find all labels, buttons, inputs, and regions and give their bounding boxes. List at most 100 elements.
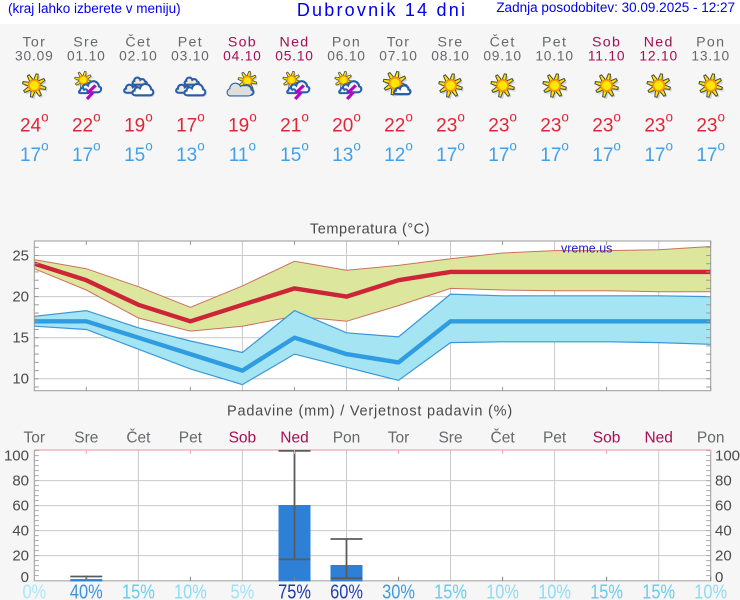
svg-text:Ned: Ned — [280, 35, 310, 51]
svg-text:23o: 23o — [488, 109, 517, 136]
svg-text:06.10: 06.10 — [327, 48, 366, 63]
svg-text:Pon: Pon — [696, 35, 725, 51]
svg-text:Pon: Pon — [697, 430, 725, 447]
svg-text:15%: 15% — [434, 582, 467, 600]
svg-text:15%: 15% — [642, 582, 675, 600]
svg-text:Pet: Pet — [542, 35, 567, 51]
svg-text:15o: 15o — [124, 139, 153, 166]
svg-text:05.10: 05.10 — [275, 48, 314, 63]
svg-text:10%: 10% — [486, 582, 519, 600]
svg-text:17o: 17o — [72, 139, 101, 166]
svg-text:Sre: Sre — [438, 35, 464, 51]
svg-text:13o: 13o — [176, 139, 205, 166]
svg-text:19o: 19o — [124, 109, 153, 136]
svg-text:Pet: Pet — [179, 430, 203, 447]
svg-text:10%: 10% — [538, 582, 571, 600]
svg-text:Pet: Pet — [543, 430, 567, 447]
svg-text:17o: 17o — [696, 139, 725, 166]
svg-text:Sob: Sob — [228, 35, 257, 51]
svg-text:17o: 17o — [644, 139, 673, 166]
svg-text:Tor: Tor — [22, 35, 46, 51]
svg-text:02.10: 02.10 — [119, 48, 158, 63]
svg-text:Pet: Pet — [178, 35, 203, 51]
svg-text:Pon: Pon — [332, 35, 361, 51]
svg-text:23o: 23o — [540, 109, 569, 136]
svg-text:17o: 17o — [592, 139, 621, 166]
svg-text:40: 40 — [12, 523, 29, 540]
svg-text:03.10: 03.10 — [171, 48, 210, 63]
svg-text:19o: 19o — [228, 109, 257, 136]
svg-text:0: 0 — [21, 569, 29, 586]
svg-text:11o: 11o — [229, 139, 256, 166]
svg-text:30.09: 30.09 — [15, 48, 54, 63]
svg-text:Padavine (mm) / Verjetnost pad: Padavine (mm) / Verjetnost padavin (%) — [227, 404, 513, 420]
svg-text:15o: 15o — [280, 139, 309, 166]
svg-text:Čet: Čet — [126, 430, 151, 447]
svg-text:20o: 20o — [332, 109, 361, 136]
svg-text:Tor: Tor — [24, 430, 46, 447]
svg-text:Tor: Tor — [388, 430, 410, 447]
svg-text:75%: 75% — [278, 582, 311, 600]
svg-text:17o: 17o — [488, 139, 517, 166]
svg-text:vreme.us: vreme.us — [561, 242, 612, 256]
svg-text:12o: 12o — [384, 139, 413, 166]
svg-text:17o: 17o — [436, 139, 465, 166]
svg-text:22o: 22o — [384, 109, 413, 136]
svg-text:5%: 5% — [231, 582, 255, 600]
svg-text:04.10: 04.10 — [223, 48, 262, 63]
svg-text:Čet: Čet — [491, 430, 516, 447]
svg-text:11.10: 11.10 — [588, 48, 626, 63]
svg-text:15: 15 — [12, 330, 29, 347]
svg-text:Čet: Čet — [125, 34, 151, 51]
svg-text:Tor: Tor — [387, 35, 411, 51]
svg-text:23o: 23o — [436, 109, 465, 136]
svg-text:10.10: 10.10 — [535, 48, 574, 63]
svg-text:30%: 30% — [382, 582, 415, 600]
svg-text:10%: 10% — [694, 582, 727, 600]
svg-text:17o: 17o — [540, 139, 569, 166]
svg-text:60: 60 — [12, 498, 29, 515]
svg-text:Sre: Sre — [74, 430, 98, 447]
svg-text:07.10: 07.10 — [379, 48, 418, 63]
svg-text:23o: 23o — [592, 109, 621, 136]
svg-text:40: 40 — [715, 523, 732, 540]
svg-text:24o: 24o — [20, 109, 49, 136]
svg-text:10%: 10% — [174, 582, 207, 600]
svg-text:21o: 21o — [280, 109, 309, 136]
svg-text:40%: 40% — [70, 582, 103, 600]
svg-text:80: 80 — [12, 473, 29, 490]
svg-text:Ned: Ned — [280, 430, 308, 447]
svg-text:20: 20 — [12, 289, 29, 306]
svg-text:15%: 15% — [590, 582, 623, 600]
svg-text:60%: 60% — [330, 582, 363, 600]
svg-text:13.10: 13.10 — [691, 48, 730, 63]
svg-text:0: 0 — [715, 569, 723, 586]
svg-text:17o: 17o — [176, 109, 205, 136]
svg-text:22o: 22o — [72, 109, 101, 136]
svg-text:Čet: Čet — [490, 34, 516, 51]
svg-text:08.10: 08.10 — [431, 48, 470, 63]
svg-text:25: 25 — [12, 247, 29, 264]
svg-text:01.10: 01.10 — [67, 48, 106, 63]
svg-text:80: 80 — [715, 473, 732, 490]
svg-text:Ned: Ned — [644, 430, 672, 447]
svg-text:Sob: Sob — [592, 35, 621, 51]
svg-text:Sre: Sre — [73, 35, 99, 51]
svg-text:23o: 23o — [644, 109, 673, 136]
svg-text:20: 20 — [715, 548, 732, 565]
svg-text:100: 100 — [715, 448, 740, 465]
svg-text:60: 60 — [715, 498, 732, 515]
svg-text:23o: 23o — [696, 109, 725, 136]
svg-text:15%: 15% — [122, 582, 155, 600]
svg-text:Temperatura (°C): Temperatura (°C) — [310, 222, 430, 238]
svg-text:17o: 17o — [20, 139, 49, 166]
svg-text:12.10: 12.10 — [639, 48, 678, 63]
svg-text:100: 100 — [4, 448, 29, 465]
svg-text:09.10: 09.10 — [483, 48, 522, 63]
svg-text:13o: 13o — [332, 139, 361, 166]
svg-text:Sob: Sob — [593, 430, 621, 447]
svg-text:10: 10 — [12, 371, 29, 388]
svg-text:0%: 0% — [22, 582, 46, 600]
svg-text:Pon: Pon — [333, 430, 361, 447]
svg-text:Sob: Sob — [229, 430, 257, 447]
